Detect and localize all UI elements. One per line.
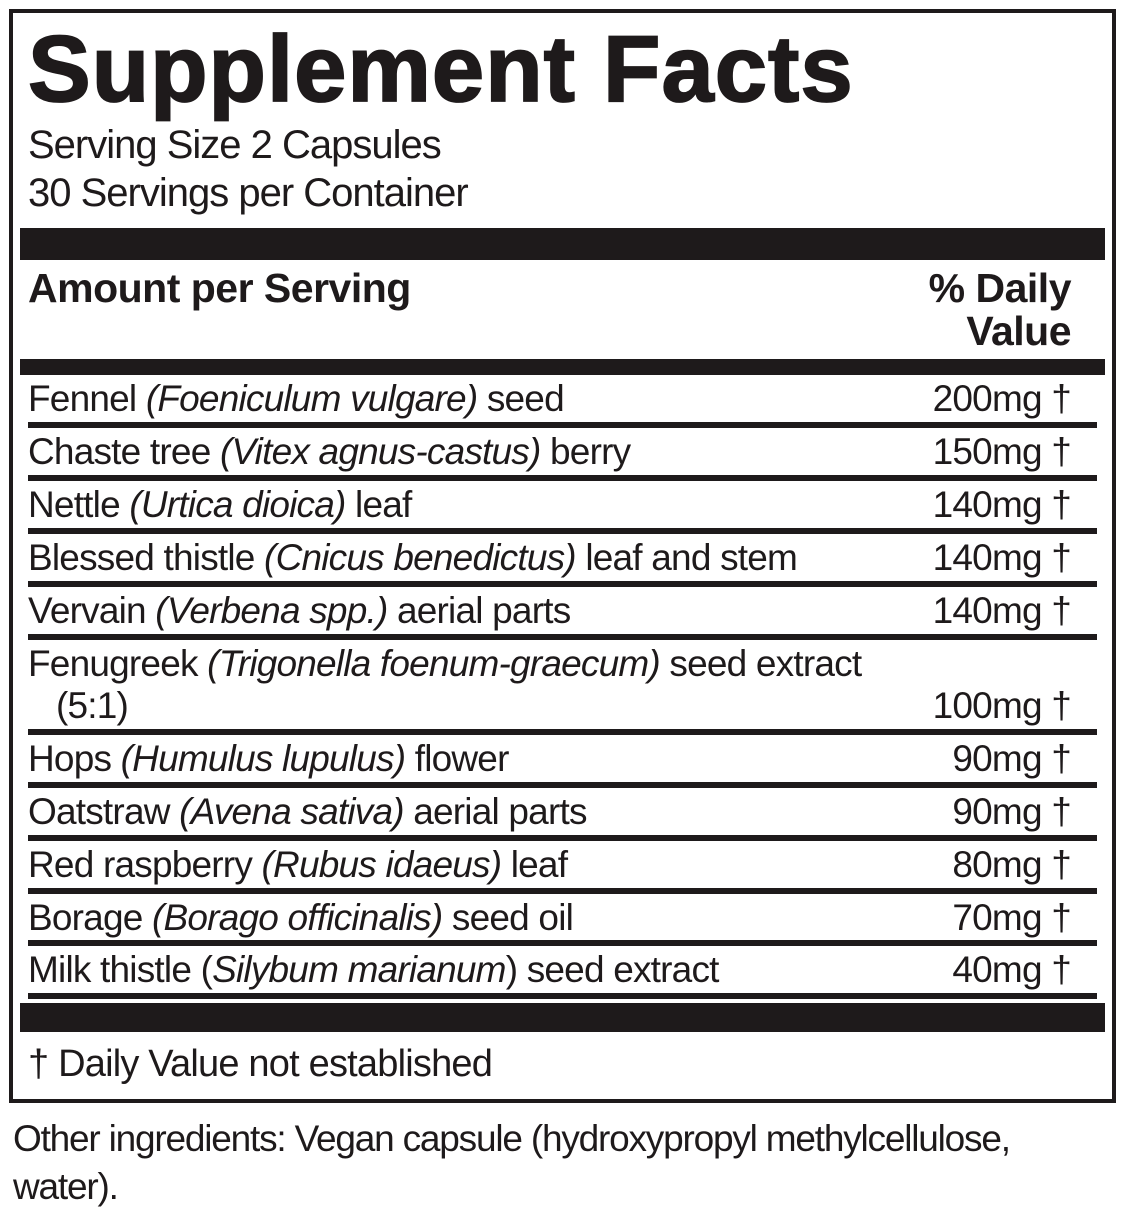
ingredient-name-latin: (Borago officinalis) bbox=[152, 896, 443, 938]
ingredient-name-common: Borage bbox=[28, 896, 152, 938]
separator-bar-top bbox=[20, 227, 1105, 260]
ingredient-amount: 140mg † bbox=[932, 589, 1072, 631]
separator-bar-bottom bbox=[20, 1003, 1105, 1033]
ingredient-name-part: leaf and stem bbox=[575, 536, 798, 578]
ingredient-name-part: berry bbox=[540, 430, 631, 472]
other-ingredients-line1: Other ingredients: Vegan capsule (hydrox… bbox=[13, 1118, 1011, 1160]
ingredient-amount: 70mg † bbox=[952, 896, 1071, 938]
ingredient-name: Red raspberry (Rubus idaeus) leaf bbox=[28, 843, 568, 885]
ingredient-amount: 40mg † bbox=[952, 949, 1071, 991]
servings-per-container: 30 Servings per Container bbox=[28, 170, 469, 215]
ingredient-amount: 150mg † bbox=[932, 430, 1072, 472]
ingredient-row: Hops (Humulus lupulus) flower 90mg † bbox=[28, 735, 1097, 788]
ingredient-name-part: aerial parts bbox=[387, 589, 571, 631]
ingredient-amount: 200mg † bbox=[932, 377, 1072, 419]
daily-value-header: % Daily Value bbox=[928, 264, 1097, 354]
ingredient-name: Vervain (Verbena spp.) aerial parts bbox=[28, 589, 571, 631]
ingredient-row: Nettle (Urtica dioica) leaf 140mg † bbox=[28, 481, 1097, 534]
separator-bar-header bbox=[20, 358, 1105, 375]
ingredient-name: Hops (Humulus lupulus) flower bbox=[28, 737, 510, 779]
ingredient-name-latin: (Rubus idaeus) bbox=[261, 843, 503, 885]
daily-value-header-line2: Value bbox=[966, 307, 1071, 354]
daily-value-header-line1: % Daily bbox=[928, 264, 1072, 311]
supplement-facts-label: Supplement Facts Serving Size 2 Capsules… bbox=[9, 9, 1116, 1104]
ingredient-amount: 140mg † bbox=[932, 483, 1072, 525]
ingredient-name-common: Blessed thistle bbox=[28, 536, 265, 578]
other-ingredients: Other ingredients: Vegan capsule (hydrox… bbox=[13, 1115, 1112, 1210]
ingredient-name-part: flower bbox=[405, 737, 510, 779]
ingredient-name-part: seed extract bbox=[659, 642, 862, 684]
ingredient-name-part: ) seed extract bbox=[505, 949, 720, 991]
ingredient-row: Chaste tree (Vitex agnus-castus) berry 1… bbox=[28, 428, 1097, 481]
ingredient-row: Oatstraw (Avena sativa) aerial parts 90m… bbox=[28, 788, 1097, 841]
ingredient-amount: 90mg † bbox=[952, 737, 1071, 779]
amount-per-serving-header: Amount per Serving bbox=[28, 264, 411, 311]
ingredient-row: Fennel (Foeniculum vulgare) seed 200mg † bbox=[28, 375, 1097, 428]
ingredient-amount: 100mg † bbox=[932, 684, 1072, 726]
ingredient-name-part: seed oil bbox=[442, 896, 574, 938]
ingredient-row: Vervain (Verbena spp.) aerial parts 140m… bbox=[28, 587, 1097, 640]
ingredient-name-common: Milk thistle ( bbox=[28, 949, 213, 991]
ingredient-name: Blessed thistle (Cnicus benedictus) leaf… bbox=[28, 536, 798, 578]
ingredient-name-latin: (Vitex agnus-castus) bbox=[219, 430, 541, 472]
ingredient-name-common: Vervain bbox=[28, 589, 156, 631]
ingredient-amount: 140mg † bbox=[932, 536, 1072, 578]
ingredient-row: Red raspberry (Rubus idaeus) leaf 80mg † bbox=[28, 841, 1097, 894]
ingredient-name-part: aerial parts bbox=[403, 790, 587, 832]
ingredient-name-latin: (Avena sativa) bbox=[179, 790, 404, 832]
ingredient-name-common: Hops bbox=[28, 737, 121, 779]
ingredient-name-latin: (Verbena spp.) bbox=[155, 589, 388, 631]
ingredient-name-common: Fennel bbox=[28, 377, 146, 419]
ingredient-name: Borage (Borago officinalis) seed oil bbox=[28, 896, 574, 938]
ingredient-name: Fenugreek (Trigonella foenum-graecum) se… bbox=[28, 642, 1097, 684]
ingredient-name: Fennel (Foeniculum vulgare) seed bbox=[28, 377, 565, 419]
daily-value-footnote: † Daily Value not established bbox=[28, 1043, 493, 1086]
ingredient-name: Nettle (Urtica dioica) leaf bbox=[28, 483, 412, 525]
ingredient-amount: 80mg † bbox=[952, 843, 1071, 885]
ingredient-name: Oatstraw (Avena sativa) aerial parts bbox=[28, 790, 587, 832]
ingredient-name-part: leaf bbox=[501, 843, 568, 885]
ingredient-row: Blessed thistle (Cnicus benedictus) leaf… bbox=[28, 534, 1097, 587]
ingredient-name-part: seed bbox=[477, 377, 565, 419]
ingredient-name-common: Chaste tree bbox=[28, 430, 220, 472]
ingredient-name-latin: (Trigonella foenum-graecum) bbox=[207, 642, 661, 684]
ingredient-name-common: Nettle bbox=[28, 483, 130, 525]
ingredient-name-common: Red raspberry bbox=[28, 843, 262, 885]
ingredient-row: Borage (Borago officinalis) seed oil 70m… bbox=[28, 894, 1097, 947]
ingredient-name-latin: (Foeniculum vulgare) bbox=[145, 377, 478, 419]
ingredient-name: Milk thistle (Silybum marianum) seed ext… bbox=[28, 950, 719, 990]
ingredient-row: Milk thistle (Silybum marianum) seed ext… bbox=[28, 946, 1097, 1000]
ingredient-name-latin: (Cnicus benedictus) bbox=[264, 536, 577, 578]
ingredient-row-second-line: (5:1) 100mg † bbox=[28, 684, 1097, 726]
ingredient-name-latin: (Urtica dioica) bbox=[129, 483, 346, 525]
ingredient-row: Fenugreek (Trigonella foenum-graecum) se… bbox=[28, 640, 1097, 735]
column-header: Amount per Serving % Daily Value bbox=[28, 260, 1097, 359]
ingredient-name-latin: Silybum marianum bbox=[212, 949, 506, 991]
ingredient-name: Chaste tree (Vitex agnus-castus) berry bbox=[28, 430, 631, 472]
other-ingredients-line2: water). bbox=[13, 1165, 119, 1207]
facts-title: Supplement Facts bbox=[27, 16, 854, 121]
ingredient-name-common: Fenugreek bbox=[28, 642, 208, 684]
serving-size: Serving Size 2 Capsules bbox=[28, 122, 442, 167]
ingredient-name-common: Oatstraw bbox=[28, 790, 180, 832]
ingredient-name-latin: (Humulus lupulus) bbox=[120, 737, 406, 779]
ingredient-extract-ratio: (5:1) bbox=[56, 684, 129, 726]
ingredient-amount: 90mg † bbox=[952, 790, 1071, 832]
ingredient-name-part: leaf bbox=[345, 483, 412, 525]
